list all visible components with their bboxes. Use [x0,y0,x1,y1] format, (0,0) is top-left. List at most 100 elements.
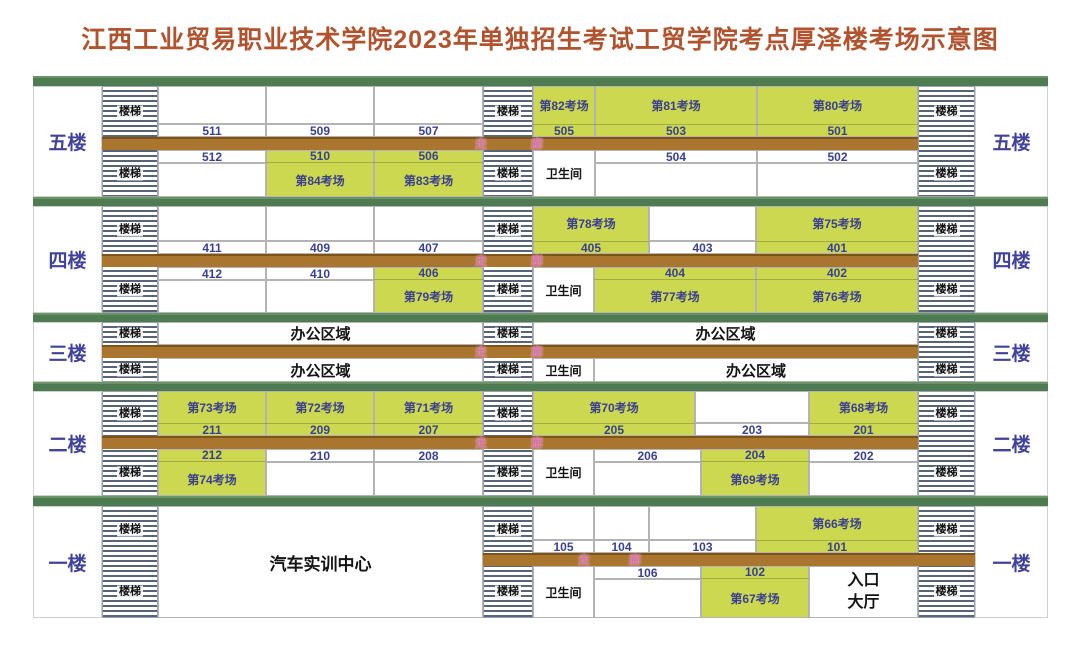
floor-label-right: 五楼 [975,86,1048,197]
exam-room-cell [533,391,695,436]
stairs-label: 楼梯 [933,466,960,479]
area-cell: 汽车实训中心 [158,506,483,618]
room-number-cell: 203 [695,423,809,437]
room-number-cell: 507 [374,124,483,138]
exam-room-cell [757,86,918,137]
stairs-label: 楼梯 [495,407,521,420]
exam-room-label: 第78考场 [566,217,616,231]
room-number: 503 [595,124,757,138]
stairs-label: 楼梯 [933,585,960,599]
exam-room-label: 第76考场 [812,290,862,304]
bathroom-cell: 卫生间 [533,566,594,618]
room-number-cell: 504 [595,150,757,164]
floor-label-right: 一楼 [975,506,1048,618]
exam-room-label: 第80考场 [812,98,863,113]
room-number-cell: 411 [158,241,266,255]
exam-room-label: 第72考场 [295,400,345,415]
room-number-cell: 509 [266,124,374,138]
exam-room-cell [158,449,266,496]
floor-label-left: 一楼 [33,506,102,618]
corridor-label-lang: 廊 [628,553,642,567]
exam-room-cell [701,449,809,496]
room-area-cell [595,163,757,197]
room-number-cell: 105 [533,540,594,554]
exam-room-cell [701,566,809,618]
stairs-label: 楼梯 [933,407,960,420]
stairs-label: 楼梯 [117,327,143,340]
stairs-label: 楼梯 [117,585,143,599]
room-area-cell [649,506,756,540]
stairs-label: 楼梯 [495,283,521,297]
room-area-cell [158,206,266,241]
exam-room-cell [594,267,756,313]
room-number: 209 [266,423,374,437]
stairs-label: 楼梯 [117,105,143,118]
room-number: 211 [158,423,266,437]
room-area-cell [649,206,756,241]
room-area-cell [158,86,266,124]
corridor-label-lang: 廊 [530,254,544,268]
area-cell: 办公区域 [594,358,918,382]
exam-room-label: 第82考场 [539,98,589,113]
room-area-cell [374,86,483,124]
room-area-cell [158,163,266,197]
stairs-label: 楼梯 [495,523,521,536]
room-number: 404 [594,267,756,280]
exam-room-cell [374,150,483,197]
stairs-label: 楼梯 [117,363,143,377]
exam-room-cell [809,391,918,436]
floor-label-left: 二楼 [33,391,102,496]
stairs-label: 楼梯 [933,523,960,536]
stairs-label: 楼梯 [495,363,521,377]
corridor-bar [102,436,918,449]
stairs-label: 楼梯 [933,167,960,180]
exam-room-label: 第84考场 [295,173,345,188]
floor-label-right: 三楼 [975,322,1048,382]
exam-room-cell [533,206,649,254]
corridor-label-lang: 廊 [530,436,544,450]
room-area-cell [266,462,374,496]
exam-room-cell [756,506,918,553]
stairs-label: 楼梯 [495,223,521,237]
corridor-label-lang: 廊 [530,345,544,359]
exam-room-label: 第81考场 [651,98,701,113]
room-area-cell [533,506,594,540]
exam-room-label: 第73考场 [187,400,237,415]
corridor-label-zou: 走 [474,436,488,450]
area-cell: 办公区域 [533,322,918,345]
room-area-cell [374,206,483,241]
exam-room-label: 第70考场 [589,400,639,415]
stairs-label: 楼梯 [117,167,143,180]
exam-room-label: 第75考场 [812,217,862,231]
exam-room-cell [374,267,483,313]
room-number: 205 [533,423,695,437]
room-number: 212 [158,449,266,462]
stairs-label: 楼梯 [117,523,143,536]
exam-room-label: 第68考场 [838,400,889,415]
room-number-cell: 407 [374,241,483,255]
room-number: 402 [756,267,918,280]
exam-room-label: 第71考场 [403,400,454,415]
room-number: 506 [374,150,483,163]
stairs-label: 楼梯 [933,223,960,237]
stairs-label: 楼梯 [117,466,143,479]
floor-separator-bar [33,313,1048,322]
bathroom-cell: 卫生间 [533,358,594,382]
area-cell: 办公区域 [158,322,483,345]
floor-separator-bar [33,197,1048,206]
bathroom-cell: 卫生间 [533,267,594,313]
corridor-bar [102,345,918,358]
floor-label-right: 二楼 [975,391,1048,496]
exam-room-cell [756,206,918,254]
exam-room-cell [374,391,483,436]
floor-separator-bar [33,76,1048,86]
stairs-label: 楼梯 [933,105,960,118]
room-number: 102 [701,566,809,579]
exam-room-cell [533,86,595,137]
stairs-label: 楼梯 [495,105,521,118]
exam-room-cell [595,86,757,137]
room-number: 401 [756,241,918,255]
room-area-cell [266,280,374,313]
stairs-label: 楼梯 [933,327,960,340]
